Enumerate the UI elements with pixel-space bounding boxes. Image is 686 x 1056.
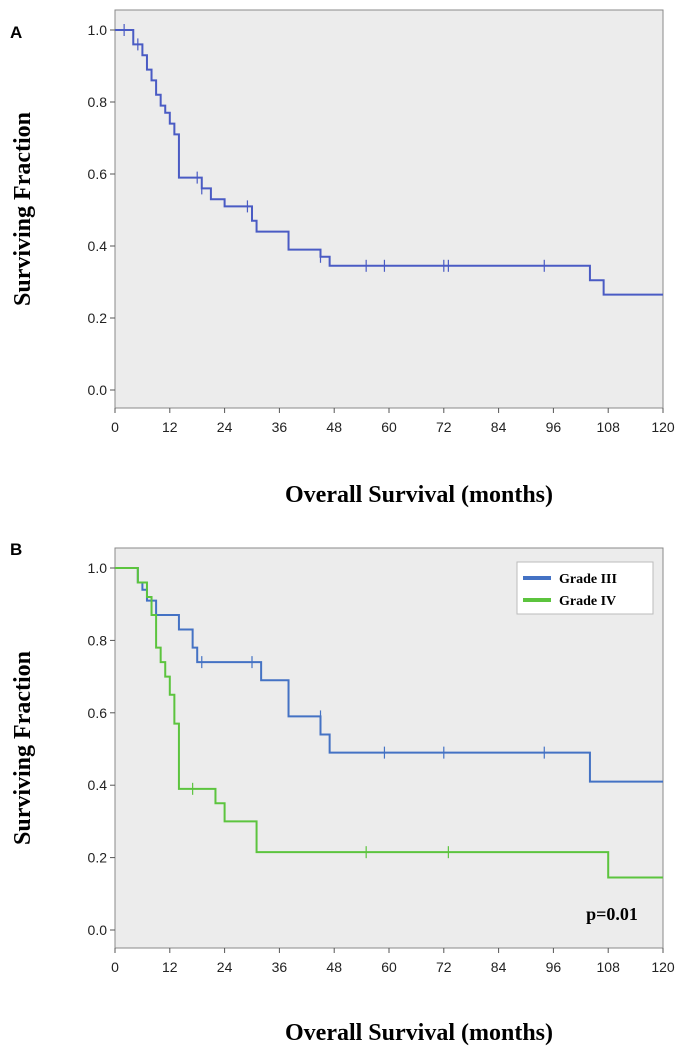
chart-panel-a: A 0.0 0.2 0.4 0.6 0.8 1.0 0 12 24 36 48 60 72 84 96 108 1… [10, 9, 675, 508]
panel-letter: A [10, 23, 22, 42]
x-tick-label: 84 [491, 419, 507, 435]
y-tick-label: 0.8 [88, 632, 108, 648]
x-tick-label: 108 [597, 419, 621, 435]
x-tick-label: 0 [111, 959, 119, 975]
x-tick-label: 36 [272, 959, 288, 975]
y-tick-label: 0.4 [88, 777, 108, 793]
legend-label: Grade IV [559, 594, 616, 609]
x-tick-label: 12 [162, 419, 178, 435]
y-tick-label: 0.4 [88, 238, 108, 254]
x-tick-label: 48 [326, 419, 342, 435]
x-tick-label: 72 [436, 419, 452, 435]
y-axis-title: Surviving Fraction [10, 112, 36, 306]
x-axis-title: Overall Survival (months) [285, 1020, 553, 1046]
y-tick-label: 1.0 [88, 560, 108, 576]
y-tick-label: 0.2 [88, 310, 108, 326]
x-tick-label: 60 [381, 959, 397, 975]
x-tick-label: 0 [111, 419, 119, 435]
x-tick-label: 48 [326, 959, 342, 975]
plot-area [114, 547, 664, 949]
panel-letter: B [10, 540, 22, 559]
y-tick-label: 1.0 [88, 22, 108, 38]
x-tick-label: 72 [436, 959, 452, 975]
x-tick-label: 60 [381, 419, 397, 435]
y-tick-label: 0.6 [88, 166, 108, 182]
x-tick-label: 24 [217, 419, 233, 435]
plot-area [114, 9, 664, 409]
survival-curve-grade-iii [115, 567, 663, 783]
x-tick-label: 120 [651, 419, 675, 435]
p-value-annotation: p=0.01 [586, 904, 638, 924]
chart-panel-b: B 0.0 0.2 0.4 0.6 0.8 1.0 0 12 24 36 48 60 72 84 96 108 1… [10, 540, 675, 1046]
x-tick-label: 84 [491, 959, 507, 975]
y-tick-label: 0.0 [88, 922, 108, 938]
x-tick-label: 96 [546, 419, 562, 435]
x-tick-label: 96 [546, 959, 562, 975]
x-axis-title: Overall Survival (months) [285, 482, 553, 508]
y-tick-label: 0.2 [88, 850, 108, 866]
x-tick-label: 12 [162, 959, 178, 975]
legend-box [516, 561, 654, 615]
y-tick-label: 0.6 [88, 705, 108, 721]
y-tick-label: 0.8 [88, 94, 108, 110]
legend-label: Grade III [559, 572, 617, 587]
x-tick-label: 108 [597, 959, 621, 975]
x-tick-label: 36 [272, 419, 288, 435]
x-tick-label: 24 [217, 959, 233, 975]
x-tick-label: 120 [651, 959, 675, 975]
y-tick-label: 0.0 [88, 382, 108, 398]
y-axis-title: Surviving Fraction [10, 651, 36, 845]
survival-curve-grade-iv [115, 567, 663, 879]
